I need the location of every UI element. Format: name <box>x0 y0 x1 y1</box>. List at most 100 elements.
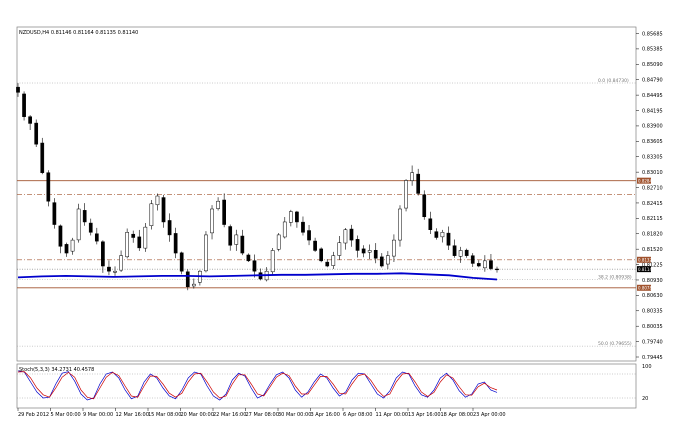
price-tick-label: 0.80930 <box>642 278 663 284</box>
time-tick-label: 3 Apr 16:00 <box>311 412 340 418</box>
price-tick-label: 0.84195 <box>642 108 663 114</box>
candle-body <box>325 261 330 267</box>
fibonacci-label: 0.0 (0.84730) <box>598 78 629 84</box>
candles <box>16 83 499 291</box>
level-price-box <box>637 284 651 291</box>
candle-body <box>101 241 105 267</box>
candle-body <box>46 172 51 202</box>
fibonacci-label: 50.0 (0.79655) <box>598 341 632 347</box>
price-tick-label: 0.80335 <box>642 309 663 315</box>
level-price-box <box>637 177 651 184</box>
candle-body <box>76 208 81 241</box>
price-panel-border <box>16 26 637 362</box>
level-price-label: 0.82846 <box>638 178 655 183</box>
time-tick-label: 9 Mar 00:00 <box>83 412 113 418</box>
candle-body <box>446 232 451 246</box>
candle-body <box>379 256 384 267</box>
price-tick-label: 0.83305 <box>642 155 663 161</box>
level-price-box <box>637 256 651 263</box>
candle-body <box>34 122 39 145</box>
price-tick-label: 0.81225 <box>642 262 663 268</box>
candle-body <box>216 200 220 209</box>
candle-body <box>161 197 166 223</box>
candle-body <box>173 233 178 254</box>
candle-body <box>58 225 63 247</box>
time-tick-label: 27 Mar 08:00 <box>246 412 279 418</box>
candle-body <box>282 221 287 238</box>
candle-body <box>94 233 99 242</box>
candle-body <box>392 239 396 257</box>
price-tick-label: 0.85685 <box>642 31 663 37</box>
price-panel[interactable]: 0.0 (0.84730) 38.2 (0.80938) 50.0 (0.79655… <box>16 26 663 362</box>
candle-body <box>16 86 20 93</box>
candle-body <box>40 142 45 173</box>
candle-body <box>88 222 93 233</box>
time-tick-label: 13 Apr 16:00 <box>408 412 441 418</box>
stochastic-panel-border <box>16 363 637 409</box>
moving-average <box>17 272 498 281</box>
level-price-label: 0.81320 <box>638 258 655 263</box>
candle-body <box>331 255 336 266</box>
time-tick-label: 15 Mar 08:00 <box>148 412 181 418</box>
candle-body <box>440 232 445 238</box>
candle-body <box>349 228 354 241</box>
price-tick-label: 0.82115 <box>642 216 663 222</box>
candle-body <box>149 203 154 226</box>
time-tick-label: 29 Feb 2012 <box>18 412 49 418</box>
candle-body <box>483 260 487 269</box>
price-tick-label: 0.81520 <box>642 247 663 253</box>
candle-body <box>52 202 57 225</box>
candle-body <box>125 232 129 258</box>
candle-body <box>464 249 469 256</box>
candle-body <box>489 260 493 269</box>
price-tick-label: 0.81820 <box>642 232 663 238</box>
candle-body <box>113 270 117 273</box>
candle-body <box>343 229 348 244</box>
fibonacci-levels: 0.0 (0.84730) 38.2 (0.80938) 50.0 (0.79655… <box>17 78 636 347</box>
candle-body <box>191 283 196 287</box>
candle-body <box>82 210 87 223</box>
candle-body <box>204 234 208 272</box>
candle-body <box>337 242 342 256</box>
time-tick-label: 11 Apr 00:00 <box>376 412 409 418</box>
stochastic-lines <box>17 370 498 401</box>
price-tick-label: 0.83010 <box>642 170 663 176</box>
level-price-box <box>637 266 651 273</box>
candle-body <box>270 250 275 273</box>
candle-body <box>222 199 227 225</box>
stochastic-levels <box>17 373 636 399</box>
price-tick-label: 0.80035 <box>642 324 663 330</box>
stochastic-tick-label: 100 <box>642 364 652 370</box>
stochastic-panel[interactable]: 100 20 Stoch(5,3,3) 34.2731 40.4578 <box>16 363 652 409</box>
candle-body <box>295 211 299 223</box>
candle-body <box>458 250 463 257</box>
candle-body <box>228 226 233 246</box>
price-axis: 0.85685 0.85385 0.85090 0.84790 0.84495 0.841… <box>636 31 663 361</box>
candle-body <box>361 248 366 254</box>
candle-body <box>313 240 317 251</box>
candle-body <box>210 208 214 234</box>
candle-body <box>276 234 281 250</box>
price-tick-label: 0.80630 <box>642 293 663 299</box>
level-price-label: 0.81140 <box>638 267 655 272</box>
candle-body <box>428 218 433 230</box>
time-axis: 29 Feb 2012 5 Mar 00:00 9 Mar 00:00 12 Mar … <box>17 408 506 418</box>
candle-body <box>434 231 439 238</box>
candle-body <box>470 255 475 264</box>
candle-body <box>131 233 136 238</box>
candle-body <box>137 236 142 249</box>
price-tick-label: 0.79740 <box>642 339 663 345</box>
candle-body <box>64 244 69 254</box>
candle-body <box>234 234 239 245</box>
candle-body <box>373 250 378 259</box>
time-tick-label: 23 Apr 00:00 <box>473 412 506 418</box>
time-tick-label: 6 Apr 08:00 <box>343 412 372 418</box>
candle-body <box>355 239 360 251</box>
chart-title: NZDUSD,H4 0.81146 0.81164 0.81135 0.8114… <box>19 30 138 36</box>
candle-body <box>119 255 123 271</box>
stochastic-series-line <box>17 370 498 401</box>
price-tick-label: 0.84495 <box>642 93 663 99</box>
stochastic-axis: 100 20 <box>642 364 652 402</box>
level-price-labels: 0.82846 0.81320 0.81140 0.80780 <box>637 177 655 291</box>
